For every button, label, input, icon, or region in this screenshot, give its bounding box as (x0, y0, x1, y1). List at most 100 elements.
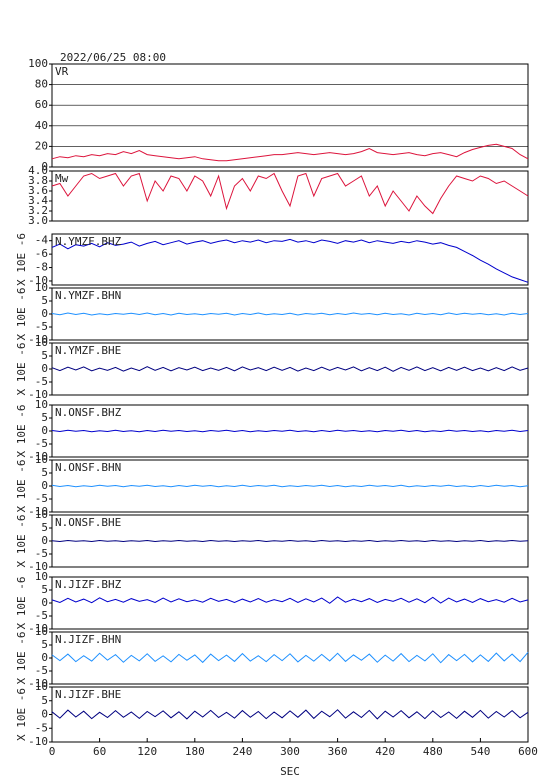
panel-frame (51, 342, 529, 396)
y-tick-label: -10 (28, 333, 48, 346)
x-tick-label: 0 (49, 745, 56, 758)
y-tick-label: 0 (41, 651, 48, 664)
y-tick-label: 5 (41, 349, 48, 362)
y-tick-label: -10 (28, 677, 48, 690)
y-tick-label: -6 (35, 247, 48, 260)
y-axis-label: X 10E -6 (15, 577, 28, 630)
chart-title: 2022/06/25 08:00 (60, 51, 166, 64)
y-tick-label: -10 (28, 505, 48, 518)
y-tick-label: 5 (41, 411, 48, 424)
panel-frame (51, 233, 529, 286)
panel-frame (51, 686, 529, 743)
y-tick-label: -5 (35, 320, 48, 333)
y-tick-label: -10 (28, 622, 48, 635)
trace-line (51, 172, 529, 215)
y-tick-label: 10 (35, 508, 48, 521)
y-tick-label: 5 (41, 294, 48, 307)
y-tick-label: 80 (35, 78, 48, 91)
trace-line (51, 484, 529, 488)
trace-name: N.YMZF.BHZ (55, 235, 122, 248)
y-tick-label: 10 (35, 336, 48, 349)
x-tick-label: 600 (518, 745, 538, 758)
y-tick-label: 4.0 (28, 164, 48, 177)
trace-line (51, 366, 529, 372)
y-axis-label: X 10E -6 (15, 288, 28, 341)
y-tick-label: -10 (28, 735, 48, 748)
y-tick-label: -5 (35, 664, 48, 677)
trace-name: N.ONSF.BHZ (55, 406, 122, 419)
y-axis-label: X 10E -6 (15, 460, 28, 513)
y-tick-label: -5 (35, 437, 48, 450)
y-tick-label: 3.2 (28, 204, 48, 217)
trace-line (51, 143, 529, 162)
y-tick-label: -4 (35, 234, 49, 247)
y-tick-label: -5 (35, 721, 48, 734)
x-tick-label: 240 (232, 745, 252, 758)
x-tick-label: 540 (470, 745, 490, 758)
x-axis-label: SEC (280, 765, 300, 778)
y-tick-label: 3.6 (28, 184, 48, 197)
y-tick-label: 5 (41, 583, 48, 596)
trace-name: VR (55, 65, 69, 78)
x-tick-label: 300 (280, 745, 300, 758)
panel-frame (51, 576, 529, 630)
y-axis-label: X 10E -6 (15, 405, 28, 458)
y-tick-label: 100 (28, 57, 48, 70)
y-tick-label: -10 (28, 560, 48, 573)
y-tick-label: -5 (35, 492, 48, 505)
y-tick-label: -10 (28, 274, 48, 287)
y-tick-label: 10 (35, 453, 48, 466)
trace-line (51, 539, 529, 543)
y-tick-label: 10 (35, 398, 48, 411)
x-tick-label: 120 (137, 745, 157, 758)
x-tick-label: 360 (328, 745, 348, 758)
trace-name: N.ONSF.BHN (55, 461, 121, 474)
x-tick-label: 420 (375, 745, 395, 758)
y-tick-label: 5 (41, 638, 48, 651)
y-tick-label: -5 (35, 609, 48, 622)
y-axis-label: X 10E -6 (15, 688, 28, 741)
y-tick-label: 10 (35, 625, 48, 638)
y-tick-label: 3.4 (28, 194, 48, 207)
y-tick-label: 40 (35, 119, 48, 132)
x-tick-label: 480 (423, 745, 443, 758)
trace-line (51, 709, 529, 720)
y-axis-label: X 10E -6 (15, 515, 28, 568)
y-tick-label: 5 (41, 694, 48, 707)
y-tick-label: 20 (35, 139, 48, 152)
y-tick-label: 0 (41, 479, 48, 492)
trace-line (51, 312, 529, 316)
trace-name: N.YMZF.BHE (55, 344, 121, 357)
y-tick-label: 60 (35, 98, 48, 111)
y-tick-label: 10 (35, 570, 48, 583)
panel-frame (51, 631, 529, 685)
trace-line (51, 596, 529, 604)
trace-name: N.JIZF.BHN (55, 633, 121, 646)
y-tick-label: 5 (41, 466, 48, 479)
y-tick-label: 3.0 (28, 214, 48, 227)
x-tick-label: 180 (185, 745, 205, 758)
trace-line (51, 651, 529, 664)
panel-frame (51, 170, 529, 222)
trace-name: N.JIZF.BHE (55, 688, 121, 701)
y-tick-label: -8 (35, 261, 48, 274)
y-axis-label: X 10E -6 (15, 233, 28, 286)
y-tick-label: -10 (28, 450, 48, 463)
y-tick-label: 0 (41, 160, 48, 173)
y-axis-label: X 10E -6 (15, 632, 28, 685)
y-tick-label: 3.8 (28, 174, 48, 187)
y-tick-label: 0 (41, 362, 48, 375)
trace-line (51, 238, 529, 283)
y-axis-label: X 10E -6 (15, 343, 28, 396)
x-tick-label: 60 (93, 745, 106, 758)
y-tick-label: -5 (35, 375, 48, 388)
y-tick-label: 10 (35, 281, 48, 294)
trace-line (51, 429, 529, 433)
trace-name: N.ONSF.BHE (55, 516, 121, 529)
y-tick-label: -10 (28, 388, 48, 401)
y-tick-label: 0 (41, 424, 48, 437)
trace-name: N.YMZF.BHN (55, 289, 121, 302)
trace-name: Mw (55, 172, 69, 185)
